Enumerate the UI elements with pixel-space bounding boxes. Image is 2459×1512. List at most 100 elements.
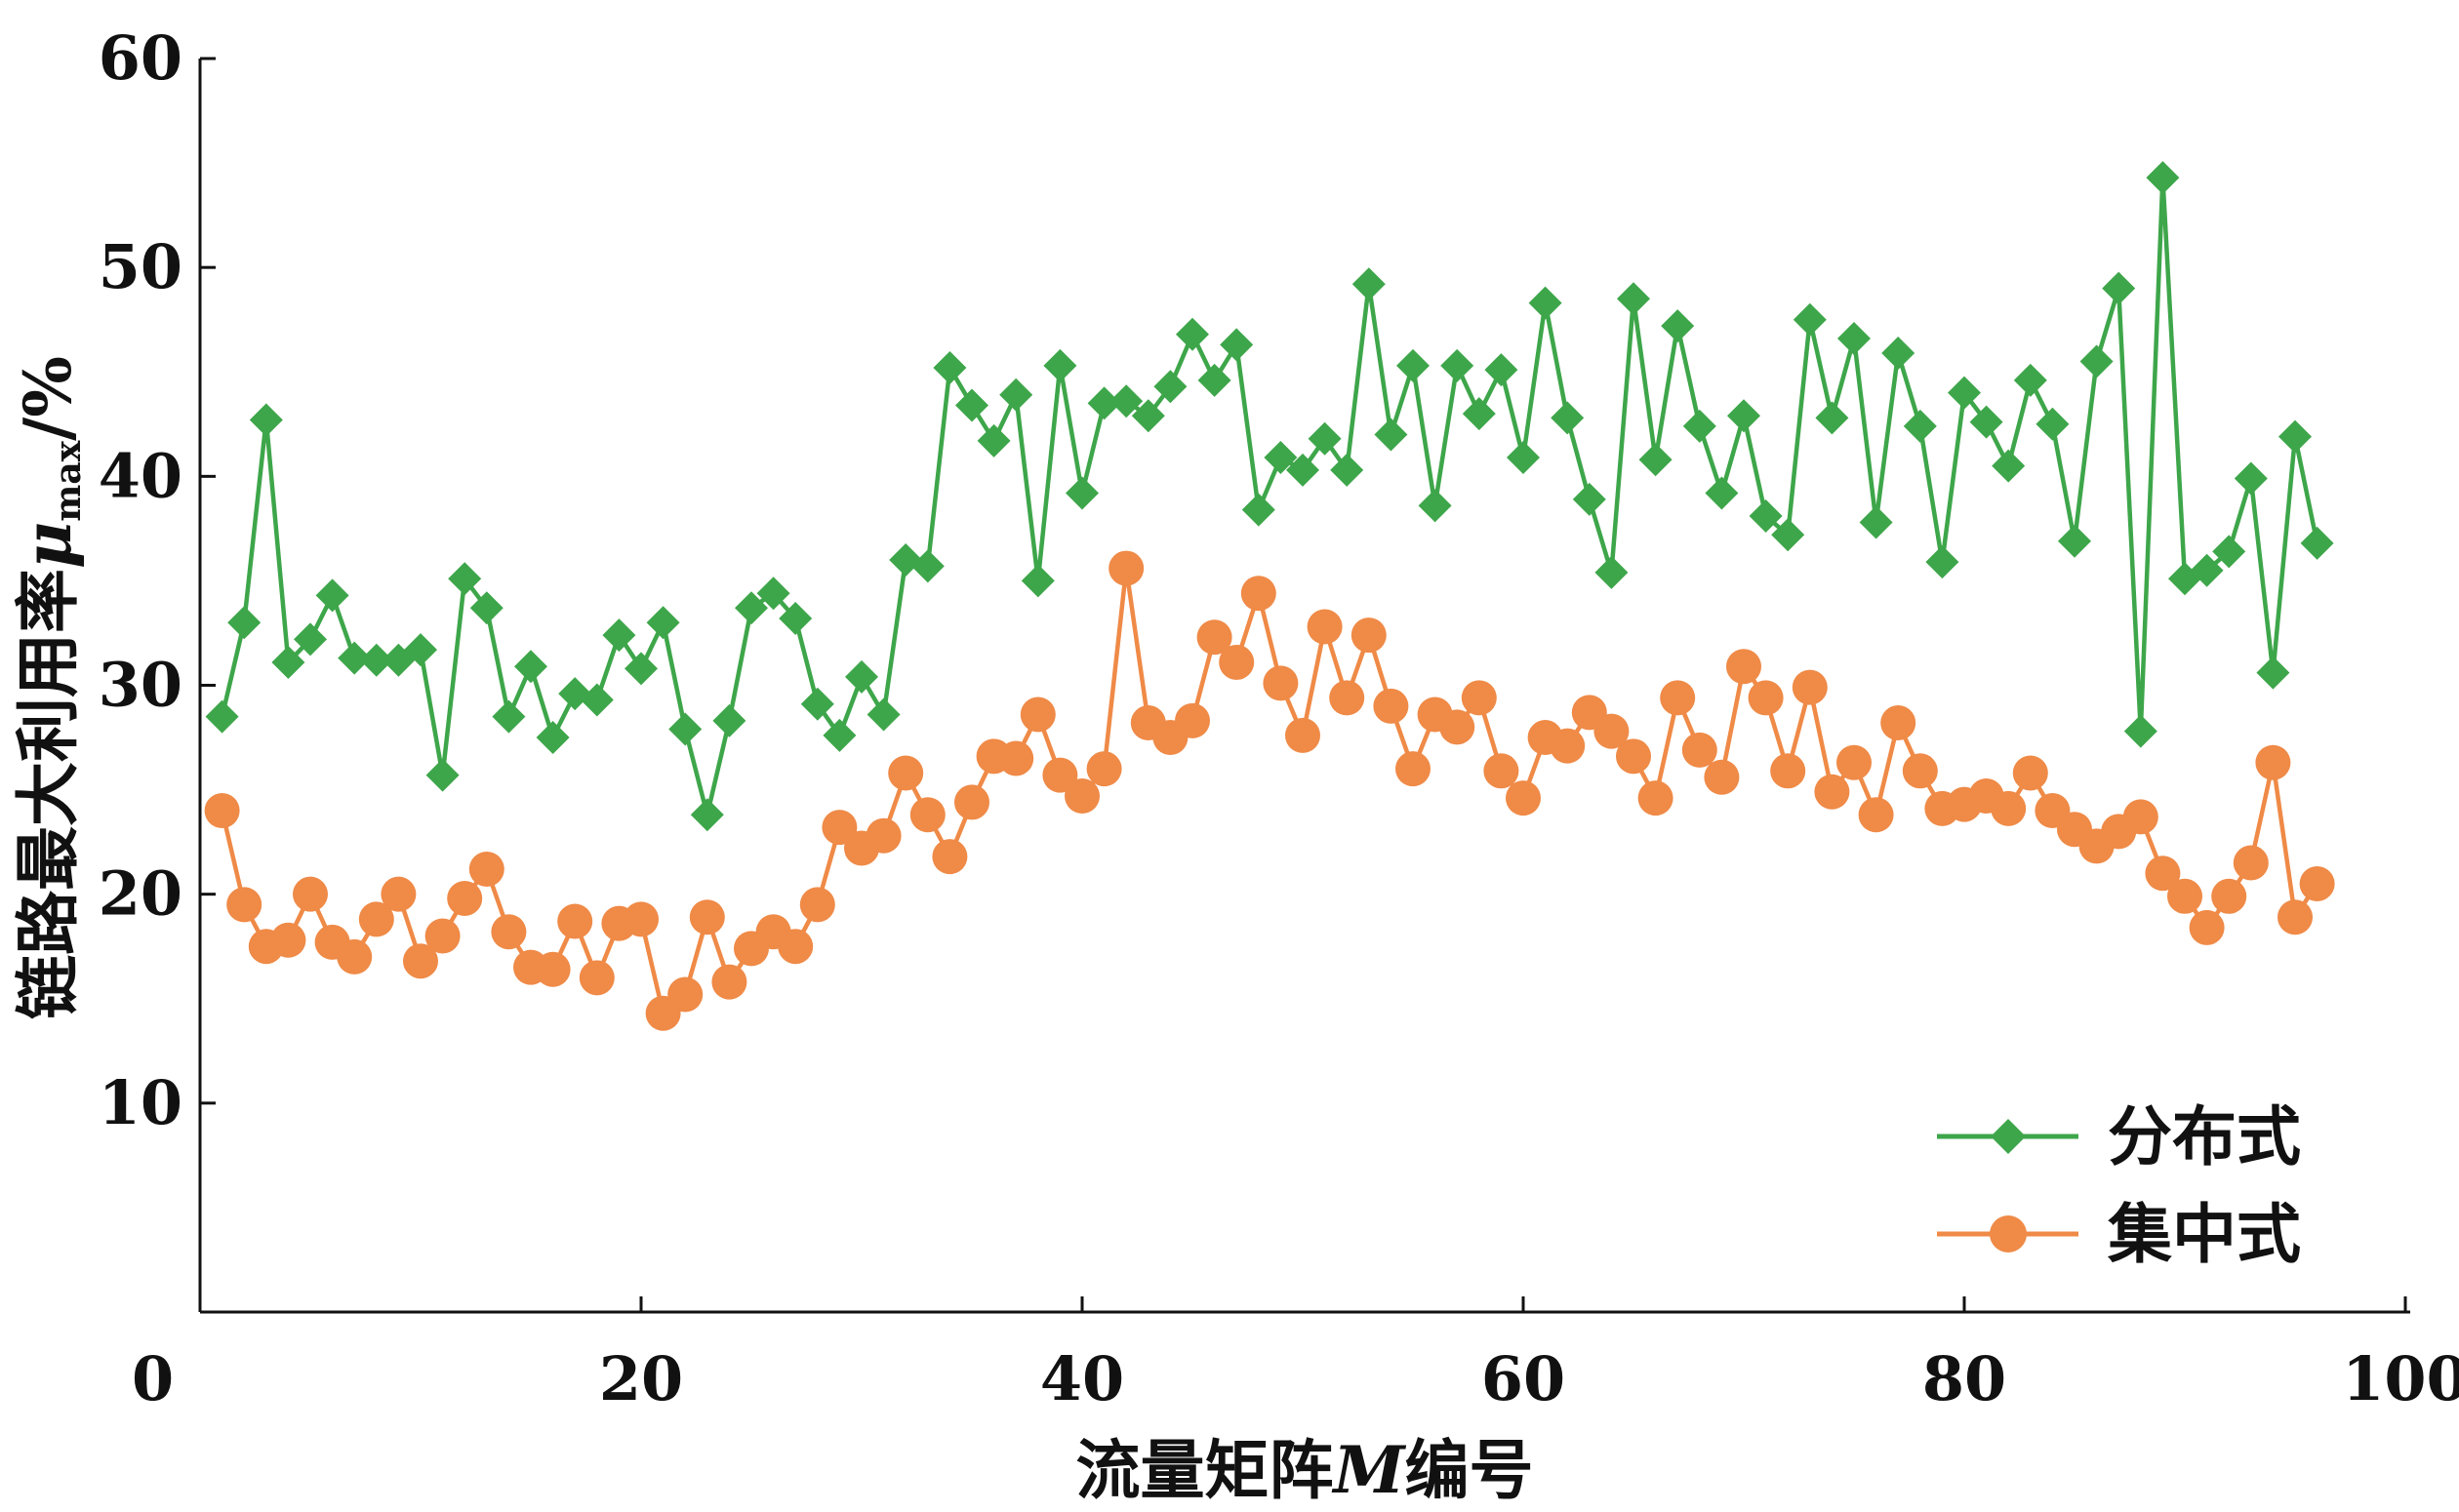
- data-point: [2013, 363, 2047, 397]
- data-point: [359, 643, 393, 677]
- data-point: [1726, 649, 1761, 685]
- x-tick-label: 80: [1922, 1343, 2006, 1414]
- data-point: [468, 851, 504, 887]
- data-point: [1948, 376, 1981, 410]
- x-tick-label: 60: [1481, 1343, 1565, 1414]
- x-tick-label: 40: [1040, 1343, 1124, 1414]
- data-point: [977, 423, 1011, 458]
- data-point: [1286, 453, 1319, 487]
- data-point: [800, 687, 834, 721]
- data-point: [779, 601, 813, 635]
- data-point: [2255, 744, 2291, 780]
- x-axis-title-suffix: 编号: [1405, 1432, 1534, 1508]
- data-point: [1705, 476, 1739, 510]
- data-point: [646, 606, 680, 640]
- data-point: [1350, 617, 1387, 654]
- data-point: [799, 887, 835, 923]
- data-point: [315, 578, 349, 613]
- data-point: [425, 758, 460, 792]
- data-point: [1881, 336, 1915, 370]
- data-point: [823, 718, 857, 752]
- data-point: [1771, 518, 1805, 552]
- data-point: [2211, 878, 2247, 914]
- data-point: [999, 378, 1033, 412]
- data-point: [381, 876, 417, 912]
- data-point: [270, 922, 306, 958]
- data-point: [1969, 405, 2003, 439]
- data-point: [491, 914, 527, 950]
- data-point: [1175, 702, 1210, 738]
- data-point: [1704, 759, 1740, 795]
- data-point: [933, 350, 967, 384]
- data-point: [403, 943, 438, 979]
- data-point: [580, 683, 614, 717]
- data-point: [1616, 738, 1651, 775]
- legend-marker-distributed: [1991, 1119, 2026, 1154]
- data-point: [1021, 564, 1055, 598]
- x-axis-title-var: M: [1331, 1432, 1406, 1508]
- data-point: [1815, 401, 1849, 435]
- data-point: [2036, 407, 2070, 441]
- data-point: [1572, 482, 1606, 516]
- y-axis-title-var: μ: [10, 522, 86, 569]
- data-point: [514, 650, 547, 684]
- data-point: [866, 817, 902, 854]
- data-point: [867, 697, 901, 732]
- data-point: [1109, 384, 1144, 418]
- data-point: [2122, 799, 2158, 835]
- data-point: [424, 918, 461, 954]
- data-point: [909, 797, 946, 833]
- data-point: [1329, 680, 1365, 716]
- data-point: [1307, 609, 1343, 645]
- data-point: [756, 577, 790, 611]
- data-point: [735, 591, 768, 625]
- data-point: [205, 699, 239, 734]
- y-axis-title-suffix: /%: [10, 356, 86, 441]
- data-point: [2146, 161, 2180, 195]
- data-point: [1903, 409, 1937, 443]
- data-point: [2256, 656, 2290, 690]
- data-point: [845, 659, 878, 694]
- data-point: [1594, 555, 1629, 589]
- data-point: [712, 703, 746, 737]
- series-line: [220, 175, 2319, 817]
- data-point: [2300, 526, 2334, 560]
- data-point: [625, 652, 658, 686]
- legend: 分布式 集中式: [1937, 1098, 2301, 1272]
- data-point: [1748, 680, 1784, 716]
- y-axis-title-prefix: 链路最大利用率: [10, 569, 86, 1019]
- axes: [198, 59, 2410, 1314]
- data-point: [1637, 780, 1673, 816]
- data-point: [1439, 709, 1475, 745]
- data-point: [667, 976, 704, 1013]
- data-point: [1507, 441, 1540, 475]
- data-point: [469, 591, 504, 625]
- data-point: [2233, 845, 2269, 881]
- data-point: [1617, 282, 1650, 316]
- data-point: [2189, 909, 2225, 945]
- data-point: [1197, 363, 1231, 397]
- y-tick-label: 50: [99, 231, 182, 302]
- data-point: [1065, 778, 1100, 815]
- legend-label-distributed: 分布式: [2108, 1098, 2301, 1174]
- data-point: [1373, 688, 1409, 724]
- data-point: [358, 901, 394, 937]
- data-point: [1196, 619, 1232, 656]
- data-point: [1042, 757, 1078, 793]
- data-point: [1859, 505, 1893, 539]
- data-point: [690, 798, 724, 832]
- data-point: [1727, 399, 1760, 433]
- data-point: [624, 901, 659, 937]
- data-point: [778, 929, 814, 965]
- x-tick-label: 100: [2342, 1343, 2459, 1414]
- data-point: [271, 645, 305, 679]
- data-point: [1109, 550, 1145, 586]
- data-point: [1396, 348, 1430, 382]
- data-point: [404, 633, 437, 667]
- data-point: [2058, 524, 2091, 558]
- data-point: [2012, 755, 2048, 791]
- data-point: [2145, 855, 2181, 892]
- data-point: [668, 712, 703, 746]
- data-point: [338, 641, 372, 675]
